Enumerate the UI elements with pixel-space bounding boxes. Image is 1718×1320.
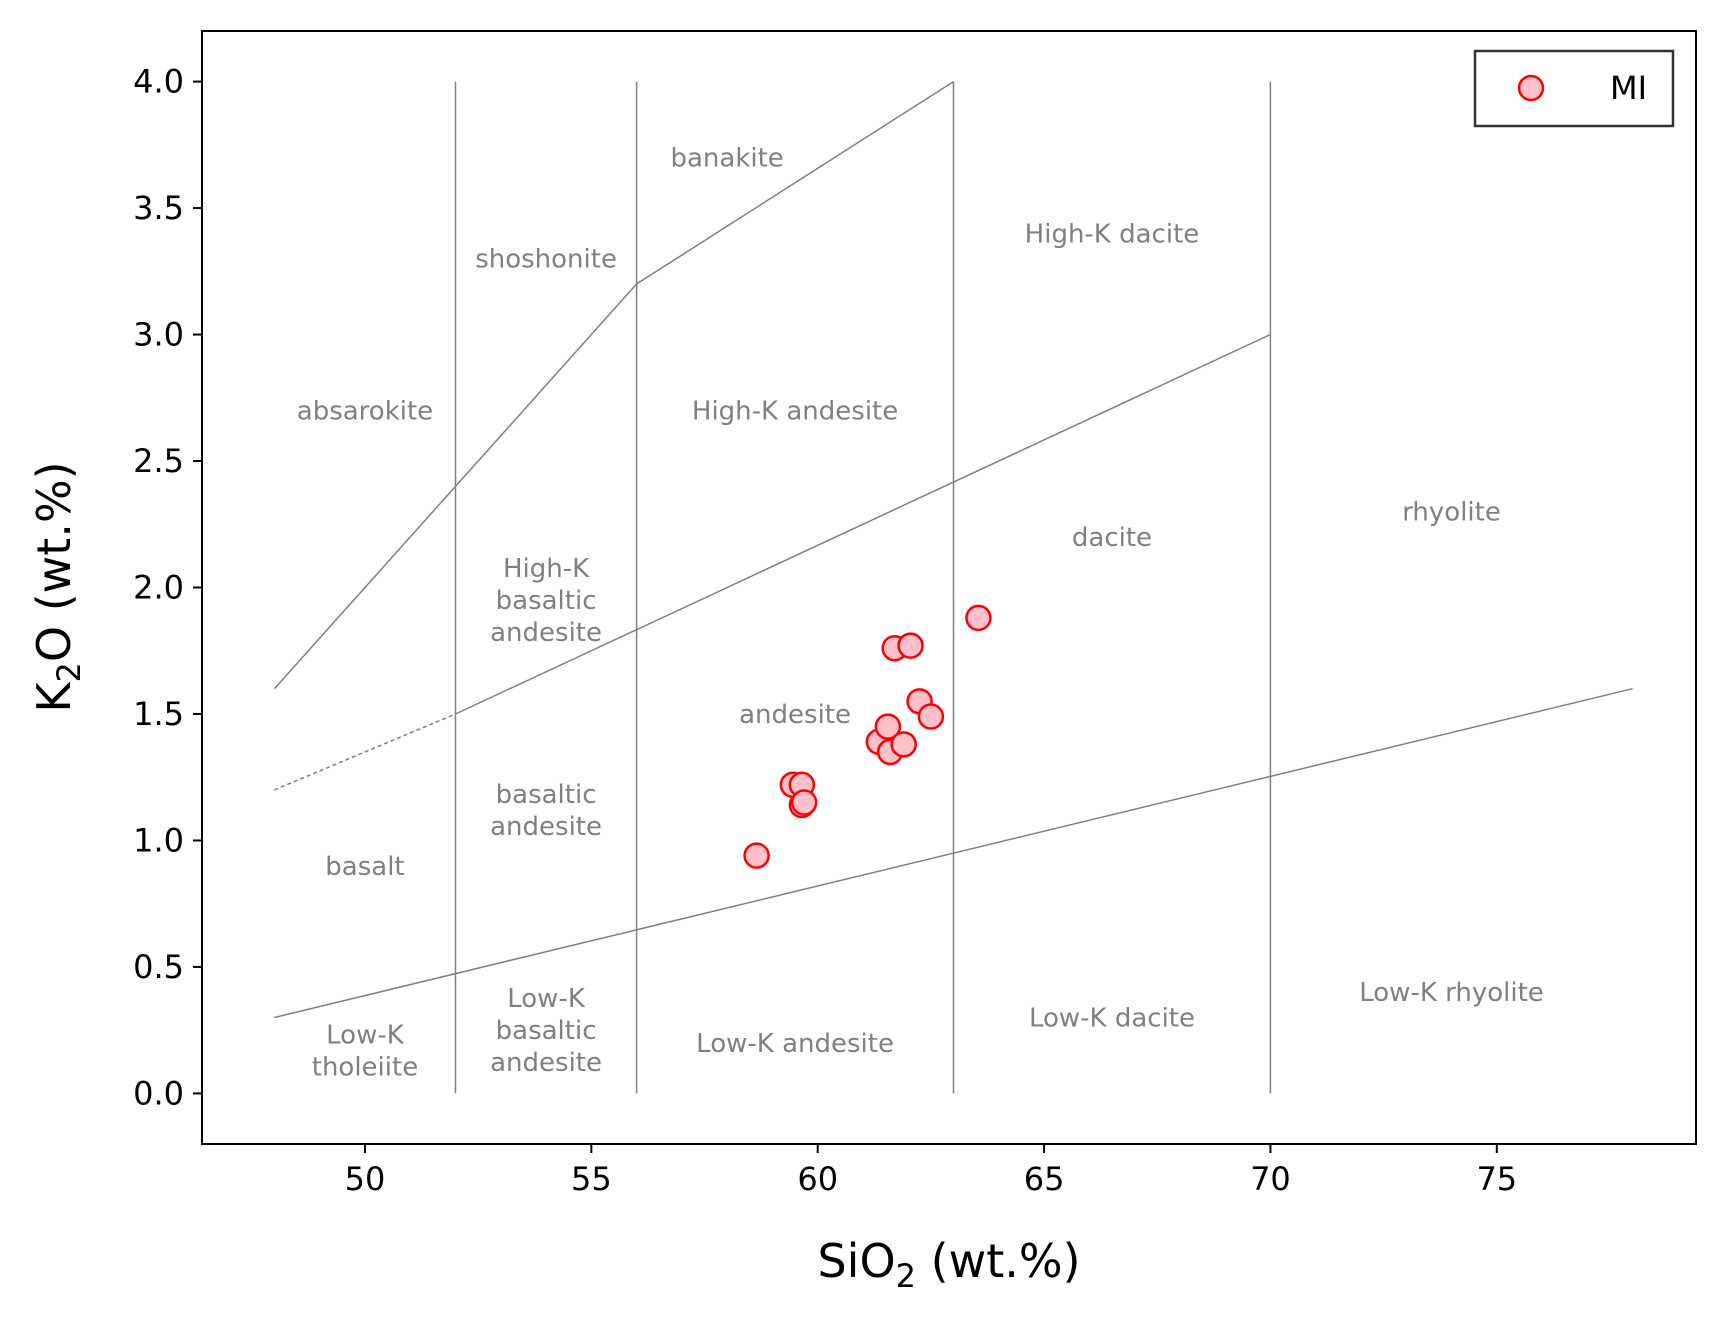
region-label-2: banakite bbox=[670, 143, 783, 173]
legend-marker-mi bbox=[1517, 74, 1545, 102]
data-point-mi-6 bbox=[874, 713, 902, 740]
data-point-mi-0 bbox=[743, 842, 770, 869]
region-labels: absarokite shoshonite banakite High-K dacit… bbox=[297, 143, 1544, 1082]
region-label-9: basaltic andesite bbox=[490, 780, 602, 842]
region-label-6: dacite bbox=[1072, 523, 1152, 553]
y-tick-label-4: 2.0 bbox=[133, 569, 184, 607]
classification-boundaries bbox=[273, 80, 1633, 1094]
region-label-5: High-K basaltic andesite bbox=[490, 554, 602, 648]
x-axis-ticks: 50 55 60 65 70 75 bbox=[345, 1144, 1517, 1198]
plot-frame bbox=[201, 30, 1697, 1145]
y-tick-label-3: 1.5 bbox=[133, 695, 184, 733]
y-axis-title: K2O (wt.%) bbox=[27, 461, 88, 712]
x-tick-label-0: 50 bbox=[345, 1160, 386, 1198]
x-tick-label-1: 55 bbox=[571, 1160, 612, 1198]
region-label-13: Low-K andesite bbox=[696, 1029, 894, 1059]
legend: MI bbox=[1473, 49, 1675, 128]
legend-frame bbox=[1473, 49, 1675, 128]
y-axis-ticks: 0.0 0.5 1.0 1.5 2.0 2.5 3.0 3.5 4.0 bbox=[133, 63, 202, 1112]
data-point-mi-10 bbox=[897, 632, 924, 659]
x-tick-label-2: 60 bbox=[797, 1160, 838, 1198]
region-label-11: Low-K tholeiite bbox=[312, 1020, 418, 1082]
y-tick-label-8: 4.0 bbox=[133, 63, 184, 101]
y-tick-label-6: 3.0 bbox=[133, 316, 184, 354]
y-tick-label-7: 3.5 bbox=[133, 189, 184, 227]
y-tick-label-2: 1.0 bbox=[133, 821, 184, 859]
region-label-14: Low-K dacite bbox=[1029, 1004, 1195, 1034]
region-label-8: andesite bbox=[739, 700, 851, 730]
region-label-15: Low-K rhyolite bbox=[1359, 978, 1544, 1008]
x-tick-label-3: 65 bbox=[1024, 1160, 1065, 1198]
data-points bbox=[743, 604, 992, 869]
region-label-1: shoshonite bbox=[475, 245, 617, 275]
boundary-line-2 bbox=[455, 333, 1271, 715]
x-axis-title: SiO2 (wt.%) bbox=[817, 1234, 1080, 1295]
data-point-mi-4 bbox=[790, 789, 818, 816]
y-tick-label-0: 0.0 bbox=[133, 1074, 184, 1112]
region-label-10: basalt bbox=[325, 852, 404, 882]
data-point-mi-13 bbox=[965, 604, 992, 632]
region-label-0: absarokite bbox=[297, 396, 433, 426]
legend-label-mi: MI bbox=[1610, 69, 1647, 107]
region-label-4: High-K andesite bbox=[692, 396, 898, 426]
region-label-12: Low-K basaltic andesite bbox=[490, 984, 602, 1078]
region-label-7: rhyolite bbox=[1402, 498, 1501, 528]
boundary-line-0 bbox=[273, 80, 954, 690]
y-tick-label-5: 2.5 bbox=[133, 442, 184, 480]
region-label-3: High-K dacite bbox=[1025, 219, 1200, 249]
data-point-mi-12 bbox=[917, 703, 945, 730]
x-tick-label-4: 70 bbox=[1250, 1160, 1291, 1198]
boundary-line-1 bbox=[274, 713, 456, 791]
y-tick-label-1: 0.5 bbox=[133, 948, 184, 986]
data-point-mi-8 bbox=[890, 731, 917, 758]
x-tick-label-5: 75 bbox=[1476, 1160, 1517, 1198]
